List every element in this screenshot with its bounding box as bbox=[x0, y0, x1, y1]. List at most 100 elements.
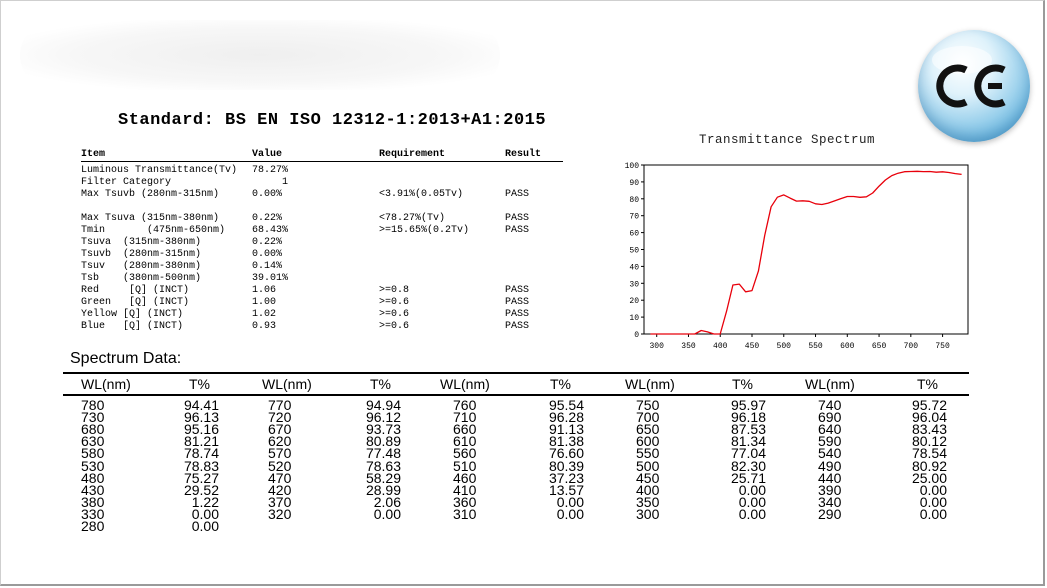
spec-cell-value: 1 bbox=[252, 177, 289, 188]
spectrum-cell-wl: 330 bbox=[81, 505, 105, 522]
spectrum-data-title: Spectrum Data: bbox=[70, 350, 182, 367]
spectrum-cell-tpct: 1.22 bbox=[191, 493, 219, 510]
spectrum-cell-tpct: 0.00 bbox=[738, 505, 766, 522]
ce-mark-logo bbox=[918, 30, 1030, 142]
spec-header-requirement: Requirement bbox=[379, 149, 446, 160]
spectrum-cell-wl: 570 bbox=[268, 445, 292, 462]
spectrum-cell-tpct: 13.57 bbox=[548, 481, 584, 498]
spectrum-cell-tpct: 95.54 bbox=[548, 397, 584, 413]
spec-cell-value: 39.01% bbox=[252, 273, 289, 284]
spectrum-cell-wl: 620 bbox=[268, 433, 292, 450]
spectrum-cell-tpct: 25.71 bbox=[730, 469, 766, 486]
y-tick-label: 30 bbox=[629, 280, 639, 289]
spectrum-cell-wl: 360 bbox=[453, 493, 477, 510]
spectrum-cell-wl: 690 bbox=[818, 409, 842, 426]
spec-cell-item: Blue [Q] (INCT) bbox=[81, 321, 184, 332]
spec-cell-result: PASS bbox=[505, 285, 530, 296]
standard-title: Standard: BS EN ISO 12312-1:2013+A1:2015 bbox=[118, 111, 547, 130]
series-line bbox=[650, 170, 962, 335]
spec-cell-requirement: <78.27%(Tv) bbox=[379, 213, 446, 224]
ce-mark-icon bbox=[932, 46, 1006, 108]
spec-cell-result: PASS bbox=[505, 189, 530, 200]
spec-cell-item: Tsuva (315nm-380nm) bbox=[81, 237, 202, 248]
spectrum-header-wl: WL(nm) bbox=[805, 376, 855, 392]
spectrum-cell-tpct: 96.18 bbox=[730, 409, 766, 426]
spec-cell-item: Filter Category bbox=[81, 177, 172, 188]
spectrum-cell-tpct: 95.16 bbox=[183, 421, 219, 438]
spectrum-cell-wl: 540 bbox=[818, 445, 842, 462]
transmittance-chart: 0 10 20 30 40 50 60 70 80 90 100 300 350 400 450 500 550… bbox=[625, 162, 969, 351]
spectrum-table-top-rule bbox=[63, 372, 969, 374]
spectrum-cell-wl: 590 bbox=[818, 433, 842, 450]
x-tick-label: 700 bbox=[904, 342, 919, 351]
spectrum-table-header-rule bbox=[63, 394, 969, 396]
spec-cell-result: PASS bbox=[505, 297, 530, 308]
spec-cell-result: PASS bbox=[505, 321, 530, 332]
spec-cell-value: 1.00 bbox=[252, 297, 277, 308]
spec-cell-value: 78.27% bbox=[252, 165, 289, 176]
spectrum-cell-wl: 290 bbox=[818, 505, 842, 522]
y-tick-label: 90 bbox=[629, 179, 639, 188]
spectrum-cell-wl: 400 bbox=[636, 481, 660, 498]
spectrum-cell-tpct: 77.04 bbox=[730, 445, 766, 462]
spectrum-cell-wl: 470 bbox=[268, 469, 292, 486]
spec-cell-value: 1.06 bbox=[252, 285, 277, 296]
spec-cell-result: PASS bbox=[505, 213, 530, 224]
y-tick-label: 20 bbox=[629, 297, 639, 306]
spectrum-cell-wl: 630 bbox=[81, 433, 105, 450]
y-tick-label: 0 bbox=[634, 331, 639, 340]
spec-cell-value: 0.00% bbox=[252, 249, 283, 260]
spec-cell-requirement: >=0.8 bbox=[379, 285, 410, 296]
spec-header-value: Value bbox=[252, 149, 283, 160]
spectrum-cell-wl: 740 bbox=[818, 397, 842, 413]
spectrum-cell-tpct: 78.54 bbox=[911, 445, 947, 462]
spectrum-cell-wl: 480 bbox=[81, 469, 105, 486]
spectrum-cell-tpct: 75.27 bbox=[183, 469, 219, 486]
spectrum-cell-tpct: 0.00 bbox=[556, 505, 584, 522]
spectrum-cell-tpct: 78.63 bbox=[365, 457, 401, 474]
spectrum-cell-wl: 410 bbox=[453, 481, 477, 498]
spectrum-cell-wl: 520 bbox=[268, 457, 292, 474]
x-tick-label: 450 bbox=[745, 342, 760, 351]
spectrum-cell-wl: 340 bbox=[818, 493, 842, 510]
spectrum-cell-wl: 460 bbox=[453, 469, 477, 486]
y-tick-label: 100 bbox=[625, 162, 640, 171]
spec-cell-result: PASS bbox=[505, 309, 530, 320]
spectrum-cell-tpct: 80.39 bbox=[548, 457, 584, 474]
spectrum-header-tpct: T% bbox=[370, 376, 391, 392]
spectrum-cell-tpct: 83.43 bbox=[911, 421, 947, 438]
spectrum-cell-wl: 510 bbox=[453, 457, 477, 474]
x-tick-label: 350 bbox=[681, 342, 696, 351]
spectrum-header-wl: WL(nm) bbox=[262, 376, 312, 392]
spectrum-cell-tpct: 28.99 bbox=[365, 481, 401, 498]
spec-cell-requirement: >=15.65%(0.2Tv) bbox=[379, 225, 470, 236]
spec-cell-result: PASS bbox=[505, 225, 530, 236]
y-tick-label: 40 bbox=[629, 263, 639, 272]
spectrum-cell-wl: 380 bbox=[81, 493, 105, 510]
spectrum-cell-wl: 710 bbox=[453, 409, 477, 426]
spec-cell-item: Red [Q] (INCT) bbox=[81, 285, 190, 296]
spectrum-header-tpct: T% bbox=[189, 376, 210, 392]
spectrum-cell-wl: 760 bbox=[453, 397, 477, 413]
spectrum-cell-tpct: 0.00 bbox=[919, 505, 947, 522]
spectrum-cell-tpct: 0.00 bbox=[738, 493, 766, 510]
spectrum-cell-wl: 600 bbox=[636, 433, 660, 450]
spectrum-header-tpct: T% bbox=[550, 376, 571, 392]
spectrum-cell-wl: 580 bbox=[81, 445, 105, 462]
spectrum-header-wl: WL(nm) bbox=[625, 376, 675, 392]
spec-cell-item: Tsuvb (280nm-315nm) bbox=[81, 249, 202, 260]
spec-header-item: Item bbox=[81, 149, 106, 160]
spec-cell-requirement: >=0.6 bbox=[379, 297, 410, 308]
spec-cell-value: 0.22% bbox=[252, 237, 283, 248]
spectrum-cell-wl: 680 bbox=[81, 421, 105, 438]
spectrum-cell-wl: 390 bbox=[818, 481, 842, 498]
spec-cell-value: 0.22% bbox=[252, 213, 283, 224]
spectrum-cell-wl: 430 bbox=[81, 481, 105, 498]
spectrum-cell-tpct: 81.34 bbox=[730, 433, 766, 450]
spectrum-cell-tpct: 0.00 bbox=[191, 518, 219, 534]
spectrum-cell-tpct: 0.00 bbox=[556, 493, 584, 510]
chart-title: Transmittance Spectrum bbox=[699, 133, 876, 147]
spectrum-cell-tpct: 96.04 bbox=[911, 409, 947, 426]
spec-cell-item: Green [Q] (INCT) bbox=[81, 297, 190, 308]
spectrum-cell-wl: 530 bbox=[81, 457, 105, 474]
